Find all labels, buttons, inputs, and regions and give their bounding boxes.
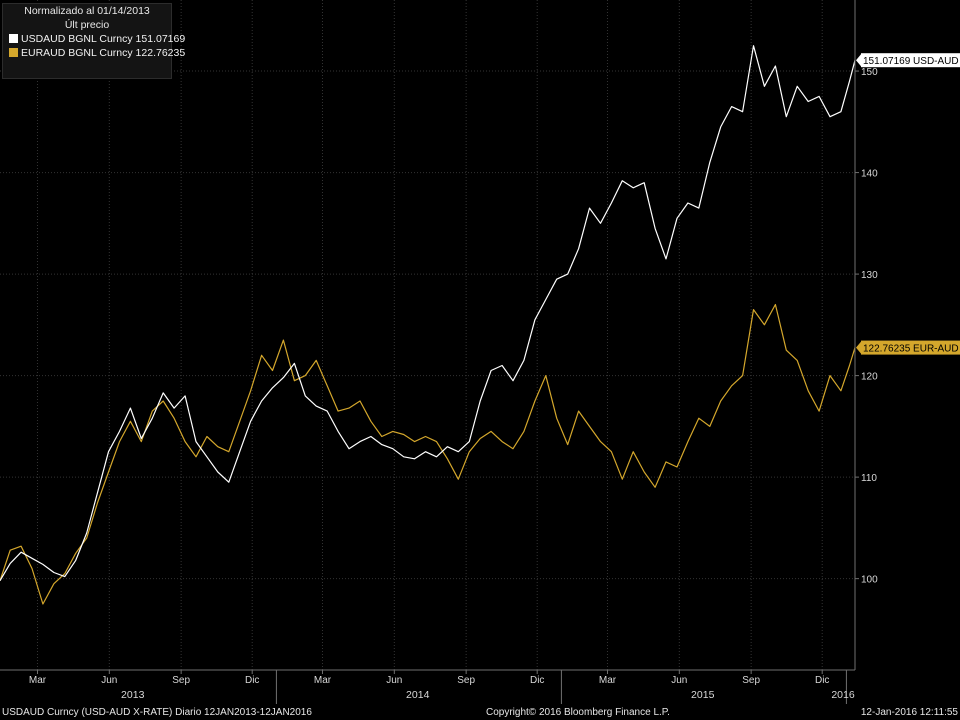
x-month-label: Dic: [530, 675, 544, 686]
legend-swatch-usdaud: [9, 34, 18, 43]
line-chart: 100 110 120 130 140 150 Mar Jun Sep Dic Mar Jun Sep…: [0, 0, 960, 704]
x-month-label: Jun: [101, 675, 117, 686]
x-month-label: Mar: [314, 675, 332, 686]
x-month-label: Mar: [599, 675, 617, 686]
legend-heading-normalized: Normalizado al 01/14/2013: [24, 5, 150, 17]
x-month-label: Dic: [815, 675, 829, 686]
x-month-label: Sep: [457, 675, 475, 686]
legend-label-euraud: EURAUD BGNL Curncy 122.76235: [21, 47, 186, 59]
last-value-box-usdaud: [861, 53, 960, 68]
last-value-labels: 151.07169 USD-AUD X 122.76235 EUR-AUD X: [856, 53, 960, 355]
legend-heading-last-price: Últ precio: [64, 19, 110, 31]
last-value-pointer-euraud: [856, 341, 861, 354]
last-value-label-euraud: 122.76235 EUR-AUD X: [863, 344, 960, 355]
last-value-label-usdaud: 151.07169 USD-AUD X: [863, 56, 960, 67]
series-line-euraud: [0, 303, 856, 605]
x-month-label: Sep: [742, 675, 760, 686]
legend-entry-usdaud: USDAUD BGNL Curncy 151.07169: [3, 32, 185, 46]
x-month-label: Mar: [29, 675, 47, 686]
footer-copyright: Copyright© 2016 Bloomberg Finance L.P.: [486, 707, 670, 718]
series-layer: [0, 45, 856, 605]
y-tick-label: 130: [861, 270, 878, 281]
y-axis: 100 110 120 130 140 150: [855, 67, 878, 586]
legend: Normalizado al 01/14/2013 Últ precio USD…: [2, 3, 185, 79]
x-axis: Mar Jun Sep Dic Mar Jun Sep Dic Mar Jun Sep Dic 2013…: [29, 670, 855, 704]
y-tick-label: 120: [861, 372, 878, 383]
footer-ticker-info: USDAUD Curncy (USD-AUD X-RATE) Diario 12…: [2, 707, 312, 718]
x-year-label: 2016: [831, 689, 855, 701]
footer-timestamp: 12-Jan-2016 12:11:55: [860, 707, 958, 718]
grid: [0, 0, 855, 670]
x-month-label: Dic: [245, 675, 259, 686]
x-month-label: Jun: [386, 675, 402, 686]
x-year-label: 2014: [406, 689, 430, 701]
legend-swatch-euraud: [9, 48, 18, 57]
footer: USDAUD Curncy (USD-AUD X-RATE) Diario 12…: [0, 705, 960, 720]
x-year-label: 2015: [691, 689, 715, 701]
x-month-label: Sep: [172, 675, 190, 686]
y-tick-label: 150: [861, 67, 878, 78]
y-tick-label: 100: [861, 575, 878, 586]
last-value-box-euraud: [861, 340, 960, 355]
plot-background: [0, 0, 855, 670]
x-year-label: 2013: [121, 689, 145, 701]
legend-entry-euraud: EURAUD BGNL Curncy 122.76235: [3, 46, 185, 60]
series-line-usdaud: [0, 45, 856, 582]
y-tick-label: 140: [861, 169, 878, 180]
x-month-label: Jun: [671, 675, 687, 686]
legend-label-usdaud: USDAUD BGNL Curncy 151.07169: [21, 33, 186, 45]
y-tick-label: 110: [861, 473, 877, 484]
last-value-pointer-usdaud: [856, 54, 861, 67]
